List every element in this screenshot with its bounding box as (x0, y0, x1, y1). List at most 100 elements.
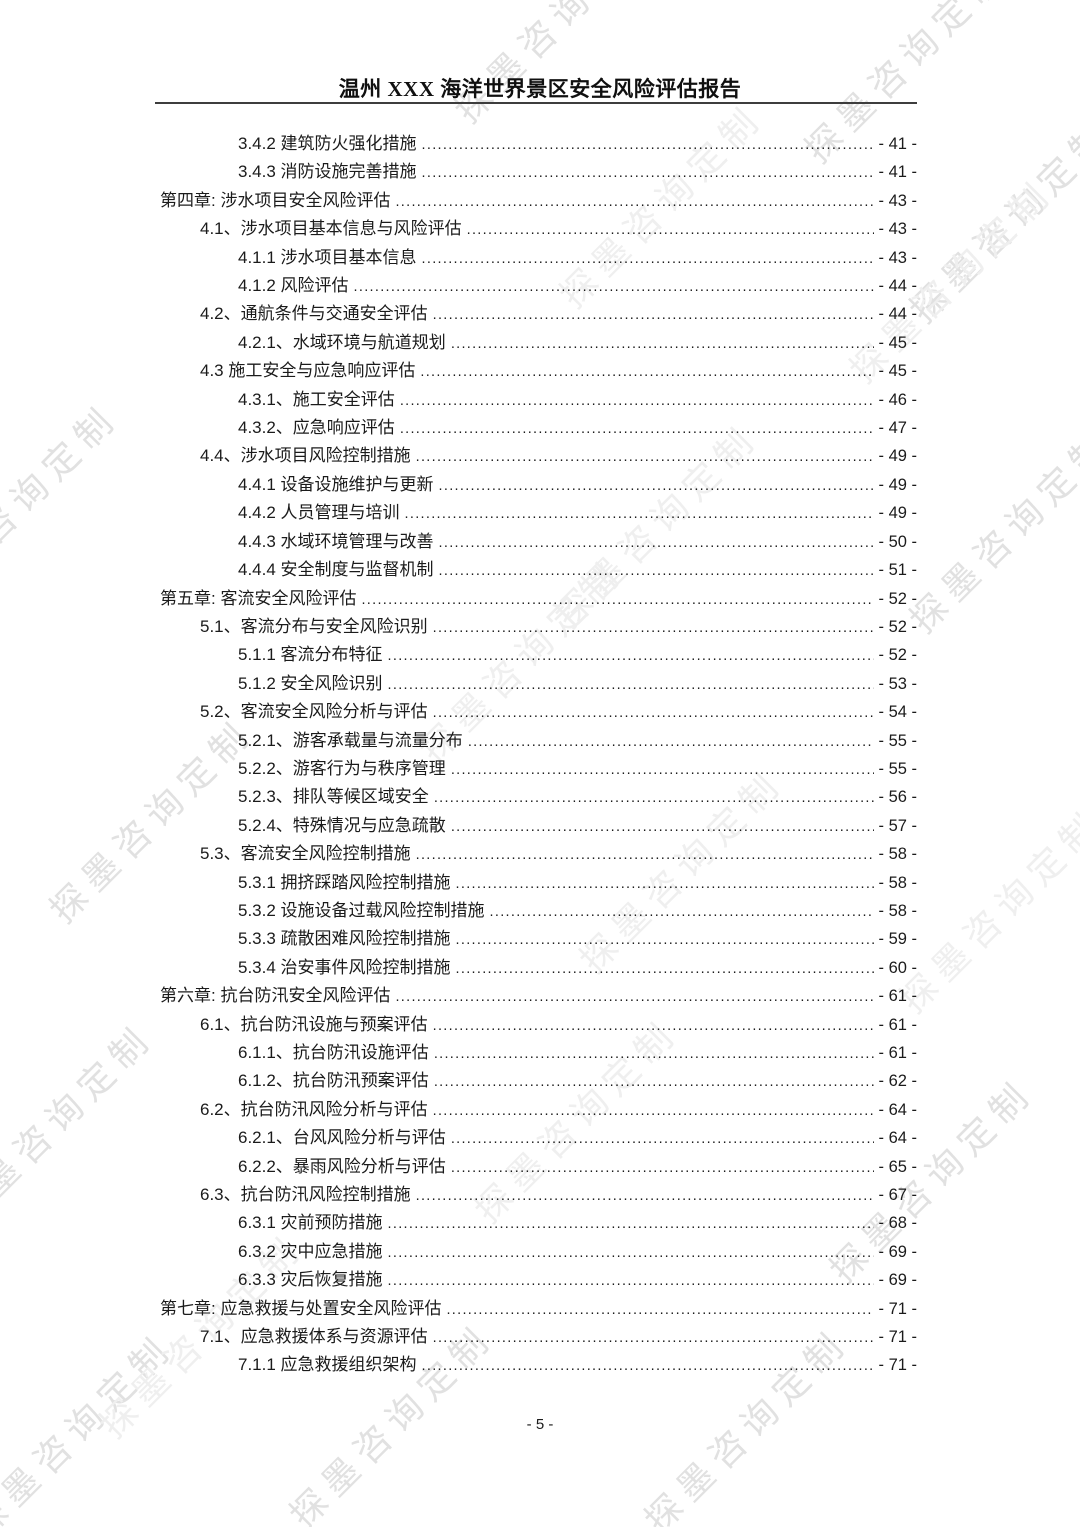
toc-entry: 5.2.1、游客承载量与流量分布 - 55 - (155, 727, 917, 755)
toc-entry-page: - 45 - (878, 333, 917, 352)
toc-entry-label: 4.4.4 安全制度与监督机制 (238, 560, 434, 580)
toc-entry-page: - 44 - (878, 277, 917, 296)
toc-entry-page: - 69 - (878, 1242, 917, 1261)
toc-entry: 4.4.3 水域环境管理与改善 - 50 - (155, 528, 917, 556)
toc-entry: 4.1.1 涉水项目基本信息 - 43 - (155, 244, 917, 272)
toc-entry-label: 6.3.3 灾后恢复措施 (238, 1270, 383, 1290)
toc-entry: 4.3.1、施工安全评估 - 46 - (155, 386, 917, 414)
toc-entry: 4.4.1 设备设施维护与更新 - 49 - (155, 471, 917, 499)
toc-dot-leader (416, 1182, 875, 1210)
toc-entry-label: 5.3.1 拥挤踩踏风险控制措施 (238, 872, 451, 892)
toc-dot-leader (420, 358, 874, 386)
toc-entry-page: - 71 - (878, 1328, 917, 1347)
toc-entry-page: - 43 - (878, 248, 917, 267)
toc-entry-page: - 60 - (878, 958, 917, 977)
toc-entry-label: 第六章: 抗台防汛安全风险评估 (160, 986, 391, 1006)
toc-entry: 3.4.2 建筑防火强化措施 - 41 - (155, 130, 917, 158)
toc-entry: 6.1.1、抗台防汛设施评估 - 61 - (155, 1039, 917, 1067)
toc-entry-label: 5.2.1、游客承载量与流量分布 (238, 730, 463, 750)
toc-entry: 6.3.3 灾后恢复措施 - 69 - (155, 1266, 917, 1294)
toc-entry: 5.1、客流分布与安全风险识别 - 52 - (155, 613, 917, 641)
toc-dot-leader (388, 671, 875, 699)
toc-entry-page: - 41 - (878, 163, 917, 182)
watermark-text: 探墨咨询定制 (901, 420, 1080, 641)
toc-entry: 5.2、客流安全风险分析与评估 - 54 - (155, 698, 917, 726)
toc-entry-label: 6.3.1 灾前预防措施 (238, 1213, 383, 1233)
header-title: 温州 XXX 海洋世界景区安全风险评估报告 (338, 77, 742, 101)
toc-entry-page: - 43 - (878, 220, 917, 239)
toc-entry: 第七章: 应急救援与处置安全风险评估 - 71 - (155, 1295, 917, 1323)
toc-dot-leader (433, 699, 875, 727)
toc-entry: 第六章: 抗台防汛安全风险评估 - 61 - (155, 982, 917, 1010)
toc-entry-page: - 55 - (878, 759, 917, 778)
toc-entry-page: - 58 - (878, 901, 917, 920)
toc-dot-leader (388, 642, 875, 670)
toc-entry-page: - 52 - (878, 617, 917, 636)
toc-entry-page: - 44 - (878, 305, 917, 324)
toc-entry-label: 5.3.3 疏散困难风险控制措施 (238, 929, 451, 949)
toc-entry-page: - 71 - (878, 1356, 917, 1375)
toc-dot-leader (422, 245, 875, 273)
toc-entry: 7.1.1 应急救援组织架构 - 71 - (155, 1351, 917, 1379)
toc-entry-label: 6.2.1、台风风险分析与评估 (238, 1128, 446, 1148)
toc-dot-leader (395, 188, 874, 216)
toc-entry-label: 5.3.2 设施设备过载风险控制措施 (238, 900, 485, 920)
toc-entry-label: 5.1、客流分布与安全风险识别 (200, 616, 428, 636)
toc-entry-page: - 54 - (878, 703, 917, 722)
toc-entry: 5.2.4、特殊情况与应急疏散 - 57 - (155, 812, 917, 840)
toc-entry-label: 6.1.2、抗台防汛预案评估 (238, 1071, 429, 1091)
toc-dot-leader (439, 529, 875, 557)
toc-entry-page: - 58 - (878, 873, 917, 892)
toc-entry: 4.3.2、应急响应评估 - 47 - (155, 414, 917, 442)
toc-dot-leader (490, 898, 875, 926)
toc-entry-page: - 61 - (878, 1015, 917, 1034)
toc-entry-label: 4.3.2、应急响应评估 (238, 418, 395, 438)
toc-entry: 5.1.2 安全风险识别 - 53 - (155, 670, 917, 698)
toc-entry-page: - 55 - (878, 731, 917, 750)
toc-dot-leader (456, 926, 875, 954)
toc-entry: 7.1、应急救援体系与资源评估 - 71 - (155, 1323, 917, 1351)
toc-entry-page: - 58 - (878, 845, 917, 864)
toc-entry: 6.3、抗台防汛风险控制措施 - 67 - (155, 1181, 917, 1209)
toc-entry-label: 5.2、客流安全风险分析与评估 (200, 702, 428, 722)
toc-dot-leader (451, 756, 875, 784)
toc-entry-label: 4.2、通航条件与交通安全评估 (200, 304, 428, 324)
toc-entry-page: - 53 - (878, 674, 917, 693)
toc-entry: 5.3.2 设施设备过载风险控制措施 - 58 - (155, 897, 917, 925)
toc-list: 3.4.2 建筑防火强化措施 - 41 - 3.4.3 消防设施完善措施 - 41 -… (155, 130, 917, 1380)
toc-entry-page: - 50 - (878, 532, 917, 551)
toc-entry-label: 第五章: 客流安全风险评估 (160, 588, 357, 608)
toc-entry: 5.3.4 治安事件风险控制措施 - 60 - (155, 954, 917, 982)
toc-entry-label: 6.3.2 灾中应急措施 (238, 1241, 383, 1261)
toc-dot-leader (456, 955, 875, 983)
toc-entry-label: 3.4.2 建筑防火强化措施 (238, 134, 417, 153)
toc-dot-leader (434, 1068, 875, 1096)
toc-entry: 4.4.4 安全制度与监督机制 - 51 - (155, 556, 917, 584)
toc-entry-label: 5.3、客流安全风险控制措施 (200, 844, 411, 864)
toc-dot-leader (354, 273, 875, 301)
toc-entry-label: 4.2.1、水域环境与航道规划 (238, 332, 446, 352)
toc-dot-leader (388, 1210, 875, 1238)
toc-dot-leader (451, 1125, 875, 1153)
toc-dot-leader (433, 301, 875, 329)
toc-entry-label: 5.2.4、特殊情况与应急疏散 (238, 815, 446, 835)
watermark-text: 探墨咨询定制 (0, 1015, 162, 1236)
toc-dot-leader (446, 1296, 874, 1324)
toc-entry-page: - 52 - (878, 589, 917, 608)
toc-entry: 4.4.2 人员管理与培训 - 49 - (155, 499, 917, 527)
toc-dot-leader (434, 784, 875, 812)
toc-dot-leader (400, 415, 875, 443)
toc-entry-label: 4.4、涉水项目风险控制措施 (200, 446, 411, 466)
toc-entry: 第四章: 涉水项目安全风险评估 - 43 - (155, 187, 917, 215)
toc-dot-leader (451, 1154, 875, 1182)
toc-entry: 3.4.3 消防设施完善措施 - 41 - (155, 158, 917, 186)
toc-entry-page: - 71 - (878, 1299, 917, 1318)
toc-entry-page: - 67 - (878, 1186, 917, 1205)
toc-entry-label: 4.4.1 设备设施维护与更新 (238, 474, 434, 494)
toc-entry-label: 5.1.2 安全风险识别 (238, 673, 383, 693)
toc-entry-page: - 65 - (878, 1157, 917, 1176)
toc-entry-page: - 59 - (878, 930, 917, 949)
toc-entry-page: - 69 - (878, 1271, 917, 1290)
toc-entry: 4.2.1、水域环境与航道规划 - 45 - (155, 329, 917, 357)
toc-entry: 5.3.1 拥挤踩踏风险控制措施 - 58 - (155, 869, 917, 897)
